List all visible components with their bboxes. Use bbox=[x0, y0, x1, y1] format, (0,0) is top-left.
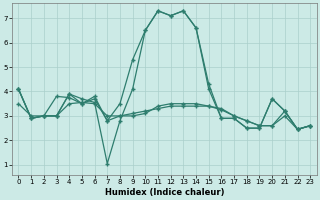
X-axis label: Humidex (Indice chaleur): Humidex (Indice chaleur) bbox=[105, 188, 224, 197]
